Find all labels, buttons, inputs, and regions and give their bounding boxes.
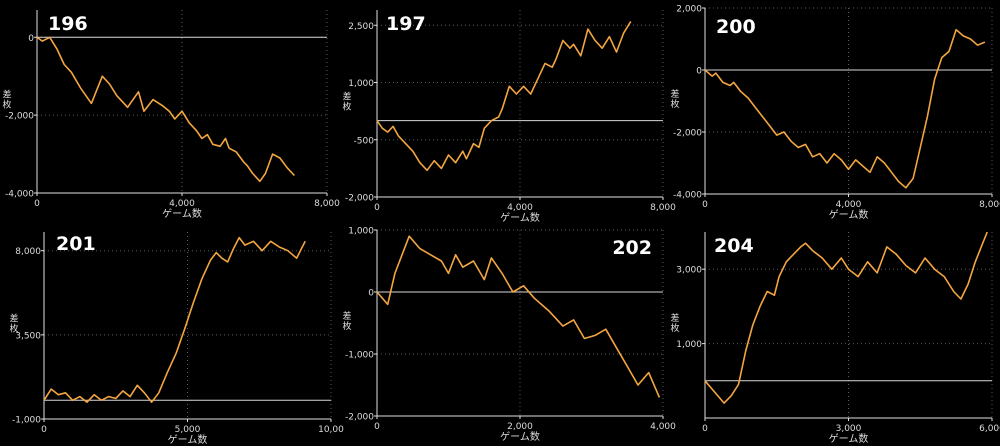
x-axis-label: ゲーム数 (500, 211, 540, 224)
series-line (37, 37, 294, 181)
chart-title: 196 (48, 13, 88, 35)
series-line (44, 238, 305, 403)
y-axis-label: 差枚 (670, 312, 679, 334)
y-tick-label: 2,000 (676, 5, 702, 15)
y-tick-label: 3,000 (676, 266, 702, 276)
x-tick-label: 0 (702, 200, 708, 210)
x-tick-label: 10,00 (318, 425, 344, 435)
series-line (377, 21, 631, 170)
y-axis-label: 差枚 (342, 91, 351, 113)
y-tick-label: -2,000 (673, 129, 702, 139)
x-tick-label: 8,000 (650, 203, 676, 213)
series-line (377, 236, 659, 397)
chart-title: 204 (714, 235, 754, 257)
y-axis-label: 差枚 (9, 313, 18, 335)
x-tick-label: 0 (374, 422, 380, 432)
y-tick-label: -500 (354, 136, 375, 146)
y-tick-label: 8,000 (15, 247, 41, 257)
x-tick-label: 8,000 (314, 199, 340, 209)
y-tick-label: -4,000 (673, 191, 702, 201)
series-line (705, 232, 987, 403)
y-axis-label: 差枚 (342, 310, 351, 332)
x-tick-label: 2,000 (507, 422, 533, 432)
y-tick-label: 1,000 (676, 340, 702, 350)
y-tick-label: -4,000 (5, 190, 34, 200)
chart-204: 3,000 1,000 0 3,000 6,000 ゲーム数 差枚 204 (670, 232, 1000, 445)
y-tick-label: 0 (28, 34, 34, 44)
x-tick-label: 5,000 (175, 425, 201, 435)
chart-title: 201 (56, 233, 96, 255)
y-tick-label: -2,000 (345, 413, 374, 423)
y-tick-label: 3,500 (15, 331, 41, 341)
x-axis-label: ゲーム数 (168, 433, 208, 446)
x-tick-label: 6,000 (979, 424, 1000, 434)
x-tick-label: 4,000 (169, 199, 195, 209)
y-tick-label: -2,000 (345, 194, 374, 204)
x-tick-label: 0 (41, 425, 47, 435)
chart-title: 200 (716, 16, 756, 38)
x-axis-label: ゲーム数 (829, 208, 869, 221)
y-tick-label: 1,000 (348, 227, 374, 237)
y-tick-label: 1,000 (348, 79, 374, 89)
x-axis-label: ゲーム数 (500, 430, 540, 443)
x-tick-label: 0 (702, 424, 708, 434)
y-tick-label: -1,000 (12, 416, 41, 426)
y-axis-label: 差枚 (2, 89, 11, 111)
chart-title: 202 (612, 237, 652, 259)
x-tick-label: 4,000 (650, 422, 676, 432)
series-line (705, 30, 985, 188)
y-tick-label: 0 (696, 67, 702, 77)
x-axis-label: ゲーム数 (829, 432, 869, 445)
y-tick-label: -1,000 (345, 351, 374, 361)
x-axis-label: ゲーム数 (162, 207, 202, 220)
y-axis-label: 差枚 (670, 88, 679, 110)
chart-title: 197 (386, 13, 426, 35)
y-tick-label: -2,000 (5, 112, 34, 122)
y-tick-label: 2,500 (348, 22, 374, 32)
x-tick-label: 4,000 (836, 200, 862, 210)
y-tick-label: 0 (368, 289, 374, 299)
x-tick-label: 3,000 (836, 424, 862, 434)
x-tick-label: 8,000 (979, 200, 1000, 210)
x-tick-label: 0 (374, 203, 380, 213)
x-tick-label: 4,000 (507, 203, 533, 213)
x-tick-label: 0 (34, 199, 40, 209)
